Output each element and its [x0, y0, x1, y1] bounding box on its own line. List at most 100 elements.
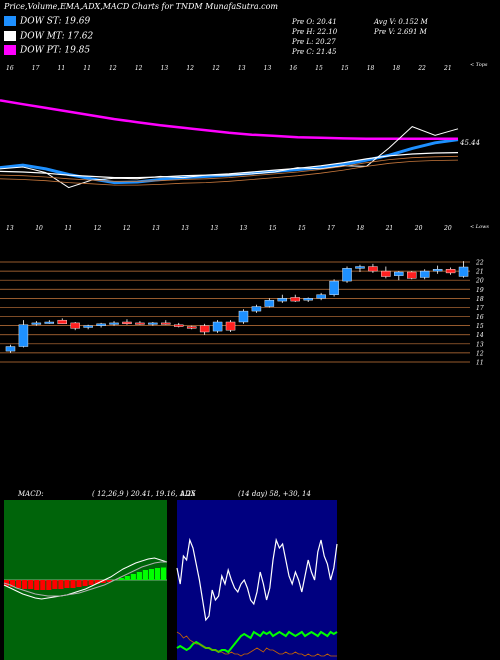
- ohlc-high: Pre H: 22.10: [292, 28, 338, 36]
- price-tick-label: 13: [476, 341, 484, 348]
- candle-body: [277, 298, 288, 302]
- legend-label-st: DOW ST: 19.69: [20, 16, 91, 27]
- bottom-tick-label: 15: [298, 225, 306, 232]
- bottom-tick-label: 15: [269, 225, 277, 232]
- ohlc-low: Pre L: 20.27: [292, 38, 336, 46]
- candle-body: [199, 325, 210, 333]
- candle-body: [135, 322, 145, 325]
- candle-body: [18, 324, 29, 347]
- top-tick-label: 17: [32, 65, 40, 72]
- candle-body: [238, 310, 249, 323]
- candle-body: [5, 346, 16, 352]
- top-tick-label: 15: [341, 65, 349, 72]
- candle-body: [109, 322, 119, 325]
- ohlc-avg-volume: Avg V: 0.152 M: [374, 18, 428, 26]
- top-tick-label: 18: [367, 65, 375, 72]
- bottom-tick-label: 18: [356, 225, 364, 232]
- price-tick-label: 21: [475, 269, 484, 276]
- tops-label: < Tops: [470, 62, 488, 68]
- macd-hist-bar: [28, 580, 34, 589]
- ema-extra-line: [0, 155, 459, 182]
- legend-label-pt: DOW PT: 19.85: [20, 45, 91, 56]
- bottom-tick-label: 13: [6, 225, 14, 232]
- candle-body: [458, 266, 469, 277]
- legend-dow-st: DOW ST: 19.69: [4, 16, 90, 28]
- price-tick-label: 18: [476, 296, 484, 303]
- macd-hist-bar: [82, 580, 88, 586]
- candle-body: [419, 270, 430, 278]
- candle-body: [445, 269, 456, 274]
- bottom-tick-label: 10: [35, 225, 43, 232]
- price-tick-label: 17: [476, 305, 484, 312]
- candle-body: [57, 319, 67, 325]
- macd-line: [3, 557, 168, 600]
- candle-body: [96, 323, 106, 326]
- price-tick-label: 20: [475, 278, 484, 285]
- top-tick-label: 12: [212, 65, 220, 72]
- top-tick-label: 12: [135, 65, 143, 72]
- top-tick-label: 16: [6, 65, 14, 72]
- ema-mid-line: [0, 152, 459, 179]
- top-tick-label: 12: [109, 65, 117, 72]
- adx-background: [177, 500, 337, 660]
- macd-hist-bar: [124, 576, 130, 580]
- candle-body: [44, 321, 55, 324]
- top-tick-label: 16: [289, 65, 297, 72]
- adx-panel: [176, 500, 338, 660]
- top-tick-label: 11: [58, 65, 66, 72]
- bottom-tick-label: 13: [152, 225, 160, 232]
- candle-body: [290, 297, 300, 302]
- macd-hist-bar: [10, 580, 16, 587]
- macd-hist-bar: [52, 580, 58, 589]
- candle-body: [316, 294, 326, 299]
- legend-dow-pt: DOW PT: 19.85: [4, 45, 90, 57]
- price-tick-label: 14: [476, 332, 484, 339]
- macd-hist-bar: [136, 572, 142, 580]
- lows-label: < Lows: [470, 224, 489, 230]
- macd-signal-line: [3, 561, 167, 597]
- price-close-line: [0, 126, 459, 189]
- legend-label-mt: DOW MT: 17.62: [20, 31, 94, 42]
- candle-body: [381, 270, 391, 277]
- candle-body: [161, 322, 171, 325]
- top-tick-label: 13: [161, 65, 169, 72]
- macd-title: MACD:: [18, 490, 44, 498]
- macd-hist-bar: [76, 580, 82, 587]
- top-tick-label: 22: [417, 65, 426, 72]
- legend-swatch-mt: [4, 31, 16, 41]
- macd-hist-bar: [58, 580, 64, 589]
- bottom-tick-label: 13: [181, 225, 189, 232]
- candle-body: [329, 280, 339, 295]
- legend-swatch-st: [4, 16, 16, 26]
- candle-body: [174, 324, 184, 327]
- macd-hist-bar: [40, 580, 46, 590]
- bottom-tick-label: 21: [385, 225, 394, 232]
- legend-dow-mt: DOW MT: 17.62: [4, 31, 93, 43]
- bottom-tick-label: 12: [123, 225, 131, 232]
- ema-long-line: [0, 99, 458, 141]
- macd-hist-bar: [106, 580, 112, 582]
- adx-title: ADX: [180, 490, 196, 498]
- bottom-tick-label: 13: [210, 225, 218, 232]
- top-tick-label: 13: [238, 65, 246, 72]
- last-value-label: 45.44: [459, 139, 480, 147]
- ema-short-line: [0, 138, 459, 185]
- top-tick-label: 21: [443, 65, 452, 72]
- macd-hist-bar: [160, 567, 167, 580]
- macd-hist-bar: [46, 580, 52, 590]
- candle-body: [122, 321, 132, 325]
- macd-hist-bar: [64, 580, 70, 588]
- bottom-tick-label: 13: [240, 225, 248, 232]
- price-tick-label: 15: [476, 323, 484, 330]
- macd-hist-bar: [118, 578, 124, 580]
- bottom-tick-label: 20: [443, 225, 452, 232]
- price-tick-label: 22: [475, 260, 484, 267]
- adx-params: (14 day) 58, +30, 14: [238, 490, 311, 498]
- ohlc-pre-volume: Pre V: 2.691 M: [374, 28, 427, 36]
- ohlc-close: Pre C: 21.45: [292, 48, 337, 56]
- adx-line: [176, 537, 338, 622]
- price-tick-label: 11: [476, 360, 484, 367]
- macd-hist-bar: [88, 580, 94, 585]
- macd-params: ( 12,26,9 ) 20.41, 19.16, 1.25: [92, 490, 196, 498]
